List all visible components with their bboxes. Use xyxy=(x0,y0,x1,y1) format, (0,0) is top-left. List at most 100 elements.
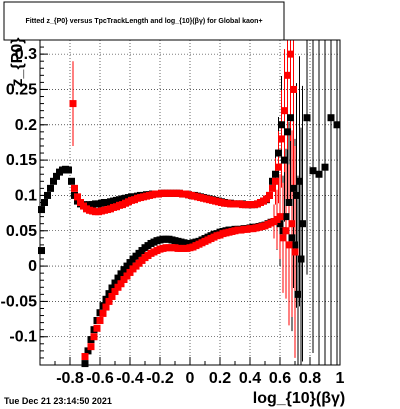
x-tick-label: 0.8 xyxy=(299,370,321,387)
data-point xyxy=(272,177,279,185)
data-point xyxy=(290,85,297,93)
data-point xyxy=(47,184,54,192)
data-point xyxy=(288,220,296,228)
chart-title: Fitted z_{P0} versus TpcTrackLength and … xyxy=(25,18,262,25)
data-point xyxy=(282,213,290,221)
data-point xyxy=(108,292,116,300)
data-point xyxy=(272,170,279,178)
x-tick-label: 0.6 xyxy=(269,370,291,387)
x-axis-ticks: -0.8 -0.6 -0.4 -0.2 0 0.2 0.4 0.6 0.8 1 xyxy=(54,357,345,387)
data-point xyxy=(297,255,305,263)
y-tick-label: -0.05 xyxy=(1,293,38,310)
data-point xyxy=(303,114,311,122)
data-point xyxy=(321,163,329,171)
data-points xyxy=(38,50,341,368)
y-axis-ticks: -0.1 -0.05 0 0.05 0.1 0.15 0.2 0.25 0.3 xyxy=(1,46,48,359)
data-point xyxy=(120,266,128,274)
data-point xyxy=(77,199,84,206)
data-point xyxy=(327,114,335,122)
y-axis-title: z_{P0} xyxy=(9,38,26,87)
data-point xyxy=(123,272,131,280)
data-point xyxy=(281,156,288,164)
y-tick-label: 0 xyxy=(28,258,37,275)
data-point xyxy=(126,268,134,276)
data-point xyxy=(315,170,323,178)
x-tick-label: -0.2 xyxy=(146,370,174,387)
data-point xyxy=(111,288,119,296)
data-point xyxy=(71,184,78,192)
data-point xyxy=(38,247,45,255)
x-tick-label: 1 xyxy=(336,370,345,387)
x-tick-label: -0.4 xyxy=(116,370,144,387)
data-point xyxy=(74,193,81,201)
data-point xyxy=(285,199,293,206)
y-tick-label: 0.05 xyxy=(6,223,37,240)
data-point xyxy=(284,71,291,79)
data-point xyxy=(50,177,57,185)
data-point xyxy=(309,167,317,175)
data-point xyxy=(333,121,341,129)
x-tick-label: 0 xyxy=(186,370,195,387)
y-tick-label: -0.1 xyxy=(9,329,37,346)
data-point xyxy=(117,270,125,278)
x-tick-label: -0.6 xyxy=(86,370,114,387)
data-point xyxy=(53,172,60,180)
data-point xyxy=(288,234,296,242)
data-point xyxy=(111,279,119,287)
y-tick-label: 0.15 xyxy=(6,152,37,169)
data-point xyxy=(275,149,282,157)
y-tick-label: 0.2 xyxy=(15,117,37,134)
data-point xyxy=(114,283,122,291)
y-tick-label: 0.1 xyxy=(15,187,37,204)
y-tick-label: 0.3 xyxy=(15,46,37,63)
data-point xyxy=(276,213,284,221)
data-point xyxy=(287,50,294,58)
data-point xyxy=(293,191,300,199)
data-point xyxy=(120,276,128,284)
data-point xyxy=(276,220,284,228)
x-axis-title: log_{10}(βγ) xyxy=(253,390,345,407)
data-point xyxy=(65,166,72,174)
data-point xyxy=(299,220,306,228)
data-point xyxy=(108,284,116,292)
timestamp: Tue Dec 21 23:14:50 2021 xyxy=(4,396,112,406)
data-point xyxy=(114,274,122,282)
data-point xyxy=(279,234,287,242)
data-point xyxy=(90,333,98,341)
data-point xyxy=(102,303,110,311)
data-point xyxy=(69,100,77,108)
data-point xyxy=(84,347,92,355)
data-point xyxy=(290,184,297,192)
data-point xyxy=(278,121,285,129)
data-point xyxy=(294,290,302,298)
data-point xyxy=(275,163,282,171)
data-point xyxy=(123,262,131,270)
data-point xyxy=(68,177,75,185)
data-point xyxy=(263,195,270,203)
data-point xyxy=(93,324,101,332)
data-point xyxy=(284,128,291,136)
data-point xyxy=(269,184,276,192)
data-point xyxy=(81,353,89,361)
title-box xyxy=(3,1,285,41)
error-bars xyxy=(72,40,338,365)
data-point xyxy=(41,199,48,206)
data-point xyxy=(291,248,299,256)
data-point xyxy=(285,241,293,249)
data-point xyxy=(291,241,299,249)
y-tick-label: 0.25 xyxy=(6,81,37,98)
x-tick-label: 0.2 xyxy=(209,370,231,387)
data-point xyxy=(126,259,134,267)
data-point xyxy=(287,114,294,122)
data-point xyxy=(296,177,303,185)
data-point xyxy=(105,297,113,305)
x-tick-label: -0.8 xyxy=(56,370,84,387)
data-point xyxy=(281,107,288,115)
data-point xyxy=(117,280,125,288)
data-point xyxy=(266,191,273,199)
data-point xyxy=(282,227,290,235)
data-point xyxy=(278,135,285,143)
x-tick-label: 0.4 xyxy=(239,370,261,387)
